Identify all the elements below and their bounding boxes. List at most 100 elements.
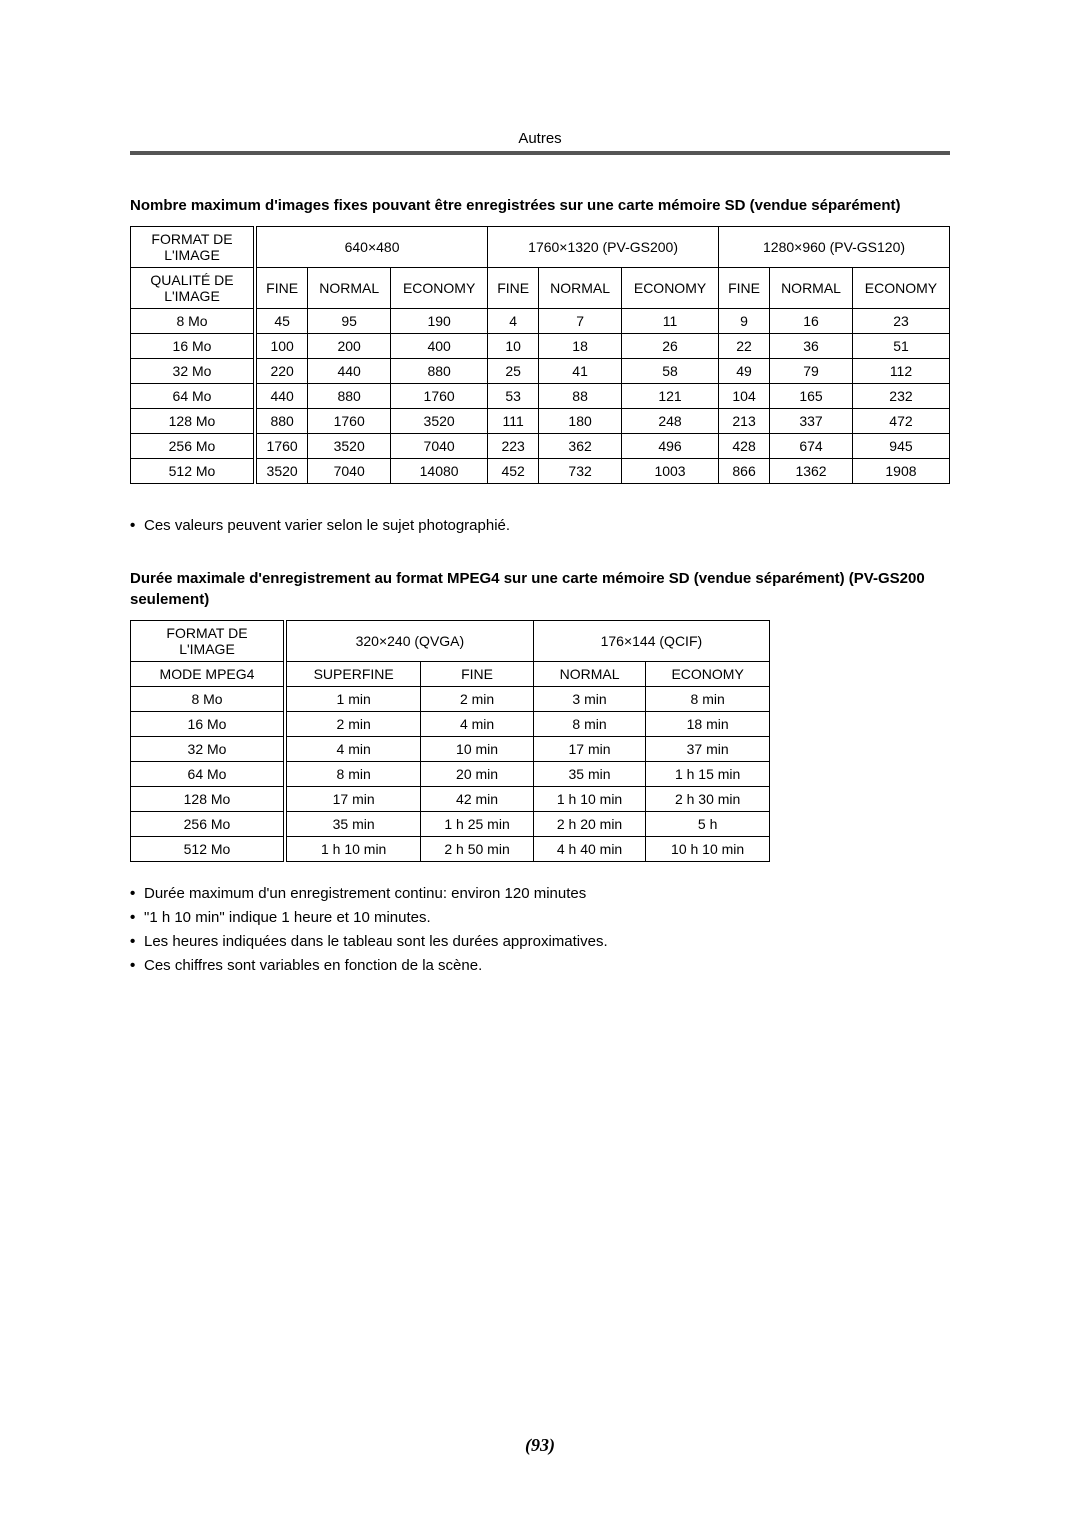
cell: 4: [488, 309, 539, 334]
cell: 428: [719, 434, 770, 459]
cell: 440: [308, 359, 391, 384]
cell: 8 min: [533, 712, 645, 737]
cell: 213: [719, 409, 770, 434]
cell: 18 min: [646, 712, 770, 737]
row-capacity: 8 Mo: [131, 309, 256, 334]
cell: 18: [539, 334, 622, 359]
cell: 232: [852, 384, 949, 409]
row-capacity: 64 Mo: [131, 762, 286, 787]
cell: 362: [539, 434, 622, 459]
table-row: FORMAT DE L'IMAGE 320×240 (QVGA) 176×144…: [131, 621, 770, 662]
row-capacity: 32 Mo: [131, 359, 256, 384]
cell: 5 h: [646, 812, 770, 837]
cell: 9: [719, 309, 770, 334]
cell: 1 h 10 min: [285, 837, 421, 862]
cell: 4 min: [285, 737, 421, 762]
page: Autres Nombre maximum d'images fixes pou…: [0, 0, 1080, 1526]
table-row: 8 Mo1 min2 min3 min8 min: [131, 687, 770, 712]
cell: 1908: [852, 459, 949, 484]
cell: 23: [852, 309, 949, 334]
mpeg4-table: FORMAT DE L'IMAGE 320×240 (QVGA) 176×144…: [130, 620, 770, 862]
cell: 42 min: [421, 787, 533, 812]
col-header: NORMAL: [308, 268, 391, 309]
col-header: SUPERFINE: [285, 662, 421, 687]
cell: 200: [308, 334, 391, 359]
cell: 1760: [391, 384, 488, 409]
cell: 35 min: [533, 762, 645, 787]
cell: 7: [539, 309, 622, 334]
table-row: 128 Mo88017603520111180248213337472: [131, 409, 950, 434]
col-group-header: 176×144 (QCIF): [533, 621, 769, 662]
cell: 53: [488, 384, 539, 409]
col-group-header: 320×240 (QVGA): [285, 621, 533, 662]
row-capacity: 8 Mo: [131, 687, 286, 712]
col-group-header: 1280×960 (PV-GS120): [719, 227, 950, 268]
cell: 248: [622, 409, 719, 434]
col-group-header: 640×480: [255, 227, 488, 268]
cell: 1760: [255, 434, 308, 459]
cell: 58: [622, 359, 719, 384]
col-header: NORMAL: [533, 662, 645, 687]
table-row: 512 Mo1 h 10 min2 h 50 min4 h 40 min10 h…: [131, 837, 770, 862]
section-label: Autres: [130, 130, 950, 147]
cell: 3520: [308, 434, 391, 459]
cell: 37 min: [646, 737, 770, 762]
cell: 180: [539, 409, 622, 434]
cell: 1003: [622, 459, 719, 484]
cell: 3 min: [533, 687, 645, 712]
cell: 866: [719, 459, 770, 484]
cell: 16: [770, 309, 853, 334]
cell: 14080: [391, 459, 488, 484]
cell: 7040: [391, 434, 488, 459]
images-table: FORMAT DE L'IMAGE 640×480 1760×1320 (PV-…: [130, 226, 950, 484]
cell: 2 min: [285, 712, 421, 737]
cell: 2 h 50 min: [421, 837, 533, 862]
cell: 732: [539, 459, 622, 484]
list-item: Durée maximum d'un enregistrement contin…: [130, 882, 950, 906]
cell: 1 min: [285, 687, 421, 712]
cell: 51: [852, 334, 949, 359]
cell: 100: [255, 334, 308, 359]
row-capacity: 64 Mo: [131, 384, 256, 409]
row-capacity: 512 Mo: [131, 837, 286, 862]
notes-list-2: Durée maximum d'un enregistrement contin…: [130, 882, 950, 978]
cell: 8 min: [646, 687, 770, 712]
cell: 111: [488, 409, 539, 434]
table-row: 32 Mo4 min10 min17 min37 min: [131, 737, 770, 762]
row-capacity: 256 Mo: [131, 434, 256, 459]
cell: 1 h 10 min: [533, 787, 645, 812]
cell: 11: [622, 309, 719, 334]
cell: 49: [719, 359, 770, 384]
cell: 190: [391, 309, 488, 334]
cell: 1760: [308, 409, 391, 434]
col-header: ECONOMY: [852, 268, 949, 309]
cell: 95: [308, 309, 391, 334]
row-capacity: 256 Mo: [131, 812, 286, 837]
cell: 121: [622, 384, 719, 409]
col-header: FINE: [255, 268, 308, 309]
list-item: Ces chiffres sont variables en fonction …: [130, 954, 950, 978]
table-row: 128 Mo17 min42 min1 h 10 min2 h 30 min: [131, 787, 770, 812]
col-header: ECONOMY: [646, 662, 770, 687]
cell: 880: [255, 409, 308, 434]
format-header: FORMAT DE L'IMAGE: [131, 621, 286, 662]
table-row: 64 Mo8 min20 min35 min1 h 15 min: [131, 762, 770, 787]
cell: 25: [488, 359, 539, 384]
table-row: 256 Mo35 min1 h 25 min2 h 20 min5 h: [131, 812, 770, 837]
cell: 10 h 10 min: [646, 837, 770, 862]
cell: 452: [488, 459, 539, 484]
cell: 400: [391, 334, 488, 359]
cell: 1 h 15 min: [646, 762, 770, 787]
cell: 17 min: [285, 787, 421, 812]
heading-images-table: Nombre maximum d'images fixes pouvant êt…: [130, 195, 950, 216]
list-item: Les heures indiquées dans le tableau son…: [130, 930, 950, 954]
cell: 17 min: [533, 737, 645, 762]
cell: 2 min: [421, 687, 533, 712]
table-row: 16 Mo100200400101826223651: [131, 334, 950, 359]
col-header: FINE: [719, 268, 770, 309]
cell: 880: [391, 359, 488, 384]
cell: 4 h 40 min: [533, 837, 645, 862]
cell: 945: [852, 434, 949, 459]
row-capacity: 16 Mo: [131, 712, 286, 737]
table-row: 8 Mo4595190471191623: [131, 309, 950, 334]
